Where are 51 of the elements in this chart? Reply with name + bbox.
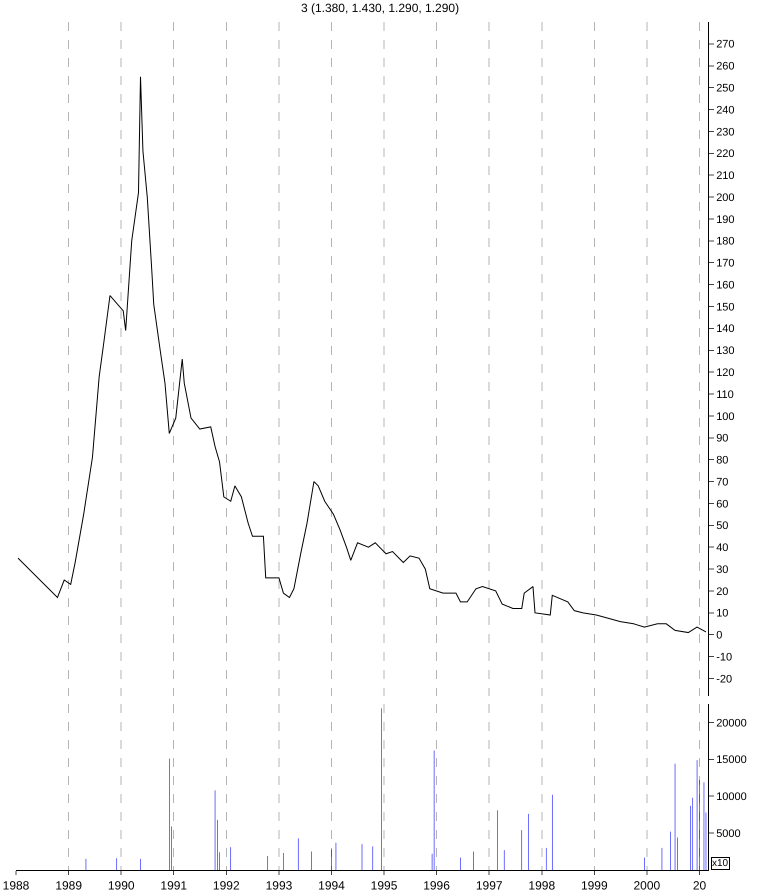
y-tick-label: 0 [716, 630, 722, 642]
y-tick-label: 15000 [716, 754, 747, 766]
y-tick-label: 190 [716, 214, 735, 226]
y-tick-label: 230 [716, 126, 735, 138]
y-tick-label: 260 [716, 60, 735, 73]
y-tick-label: 170 [716, 258, 735, 270]
y-tick-label: 10 [716, 608, 728, 620]
y-tick-label: 250 [716, 82, 735, 94]
y-tick-label: 50 [716, 520, 728, 532]
y-tick-label: 240 [716, 104, 735, 116]
y-tick-label: 140 [716, 323, 735, 336]
y-tick-label: 100 [716, 410, 735, 423]
x-tick-label: 2000 [633, 878, 660, 890]
y-tick-label: 20000 [716, 717, 747, 730]
y-tick-label: 220 [716, 148, 735, 160]
line-series [18, 76, 706, 634]
y-tick-label: 270 [716, 38, 735, 51]
x-tick-label: 1998 [528, 878, 556, 890]
y-tick-label: -10 [716, 651, 732, 664]
y-tick-label: -20 [716, 673, 732, 686]
x-tick-label: 1996 [423, 878, 450, 890]
y-tick-label: 80 [716, 454, 728, 467]
x-tick-label: 1992 [212, 878, 240, 890]
x-tick-label: 1989 [55, 878, 82, 890]
y-tick-label: 90 [716, 432, 728, 445]
x-tick-label: 20 [692, 878, 707, 890]
y-tick-label: 150 [716, 301, 735, 314]
y-tick-label: 160 [716, 279, 735, 292]
x-tick-label: 1999 [580, 878, 608, 890]
x-tick-label: 1990 [108, 878, 135, 890]
y-tick-label: 110 [716, 388, 734, 401]
text: x10 [712, 858, 729, 869]
y-tick-label: 10000 [716, 791, 747, 804]
x-tick-label: 1991 [160, 878, 188, 890]
y-tick-label: 30 [716, 564, 728, 576]
chart-title: 3 (1.380, 1.430, 1.290, 1.290) [300, 0, 460, 15]
y-tick-label: 180 [716, 236, 735, 248]
y-tick-label: 210 [716, 170, 735, 182]
y-tick-label: 40 [716, 542, 728, 554]
x-tick-label: 1993 [266, 878, 293, 890]
y-tick-label: 70 [716, 476, 728, 488]
y-tick-label: 200 [716, 192, 735, 204]
x-tick-label: 1995 [370, 878, 398, 890]
y-tick-label: 120 [716, 366, 735, 379]
y-tick-label: 60 [716, 498, 728, 510]
y-tick-label: 5000 [716, 828, 741, 840]
y-tick-label: 130 [716, 345, 735, 358]
x-tick-label: 1994 [318, 878, 346, 890]
y-tick-label: 20 [716, 586, 728, 598]
x-tick-label: 1988 [2, 878, 30, 890]
x-tick-label: 1997 [476, 878, 503, 890]
